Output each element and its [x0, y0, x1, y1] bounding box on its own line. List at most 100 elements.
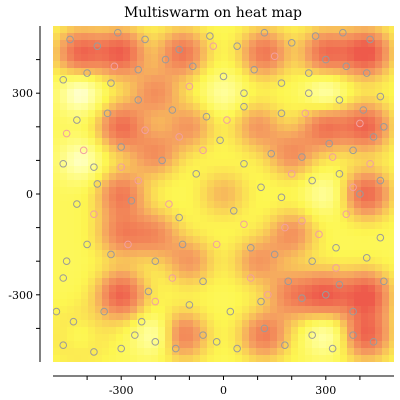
heat-cell — [193, 355, 201, 362]
heat-cell — [186, 89, 194, 97]
heat-cell — [144, 103, 152, 111]
heat-cell — [158, 222, 166, 230]
heat-cell — [207, 131, 215, 139]
heat-cell — [263, 131, 271, 139]
heat-cell — [361, 341, 369, 349]
heat-cell — [326, 82, 334, 90]
heat-cell — [263, 229, 271, 237]
swarm-particle-gray — [349, 146, 357, 155]
heat-cell — [88, 145, 96, 153]
heat-cell — [214, 320, 222, 328]
heat-cell — [375, 173, 383, 181]
heat-cell — [354, 82, 362, 90]
heat-cell — [319, 327, 327, 335]
heat-cell — [312, 47, 320, 55]
heat-cell — [88, 26, 96, 34]
heat-cell — [228, 173, 236, 181]
heat-cell — [249, 271, 257, 279]
heat-cell — [116, 152, 124, 160]
heat-cell — [158, 131, 166, 139]
heat-cell — [137, 180, 145, 188]
heat-cell — [263, 75, 271, 83]
heat-cell — [347, 229, 355, 237]
heat-cell — [81, 187, 89, 195]
heat-cell — [137, 194, 145, 202]
heat-cell — [130, 166, 138, 174]
heat-cell — [207, 341, 215, 349]
heat-cell — [207, 103, 215, 111]
heat-cell — [354, 96, 362, 104]
heat-cell — [277, 299, 285, 307]
heat-cell — [137, 355, 145, 362]
heat-cell — [137, 222, 145, 230]
heat-cell — [284, 110, 292, 118]
heat-cell — [277, 110, 285, 118]
heat-cell — [109, 292, 117, 300]
heat-cell — [186, 131, 194, 139]
heat-cell — [340, 40, 348, 48]
heat-cell — [186, 236, 194, 244]
heat-cell — [270, 47, 278, 55]
heat-cell — [382, 96, 390, 104]
heat-cell — [333, 243, 341, 251]
heat-cell — [186, 222, 194, 230]
heat-cell — [172, 103, 180, 111]
heat-cell — [333, 278, 341, 286]
heat-cell — [74, 229, 82, 237]
swarm-particle-pink — [349, 183, 357, 192]
heat-cell — [123, 250, 131, 258]
heat-cell — [123, 236, 131, 244]
heat-cell — [340, 334, 348, 342]
heat-cell — [151, 215, 159, 223]
heat-cell — [214, 33, 222, 41]
heat-cell — [53, 271, 61, 279]
heat-cell — [81, 271, 89, 279]
heat-cell — [165, 180, 173, 188]
heat-cell — [389, 229, 394, 237]
heat-cell — [291, 124, 299, 132]
heat-cell — [389, 89, 394, 97]
heat-cell — [347, 124, 355, 132]
heat-cell — [270, 320, 278, 328]
heat-cell — [74, 257, 82, 265]
swarm-particle-gray — [134, 96, 143, 104]
heat-cell — [256, 327, 264, 335]
swarm-particle-gray — [277, 193, 286, 202]
heat-cell — [207, 75, 215, 83]
heat-cell — [270, 82, 278, 90]
heat-cell — [340, 341, 348, 349]
heat-cell — [382, 131, 390, 139]
heat-cell — [354, 103, 362, 111]
heat-cell — [144, 131, 152, 139]
heat-cell — [249, 236, 257, 244]
swarm-particle-pink — [281, 223, 289, 232]
heat-cell — [158, 348, 166, 356]
heat-cell — [242, 47, 250, 55]
heat-cell — [158, 313, 166, 321]
heat-cell — [116, 327, 124, 335]
heat-cell — [186, 208, 194, 216]
heat-cell — [347, 299, 355, 307]
heat-cell — [319, 103, 327, 111]
heat-cell — [256, 243, 264, 251]
heat-cell — [207, 229, 215, 237]
heat-cell — [53, 117, 61, 125]
heat-cell — [382, 194, 390, 202]
heat-cell — [88, 306, 96, 314]
heat-cell — [60, 236, 68, 244]
heat-cell — [123, 110, 131, 118]
heat-cell — [200, 103, 208, 111]
heat-cell — [102, 264, 110, 272]
heat-cell — [88, 40, 96, 48]
heat-cell — [88, 271, 96, 279]
heat-cell — [298, 201, 306, 209]
heat-cell — [123, 341, 131, 349]
swarm-particle-gray — [287, 39, 296, 47]
heat-cell — [144, 222, 152, 230]
heat-cell — [347, 250, 355, 258]
heat-cell — [81, 110, 89, 118]
heat-cell — [116, 271, 124, 279]
heat-cell — [375, 208, 383, 216]
heat-cell — [354, 33, 362, 41]
heat-cell — [179, 187, 187, 195]
